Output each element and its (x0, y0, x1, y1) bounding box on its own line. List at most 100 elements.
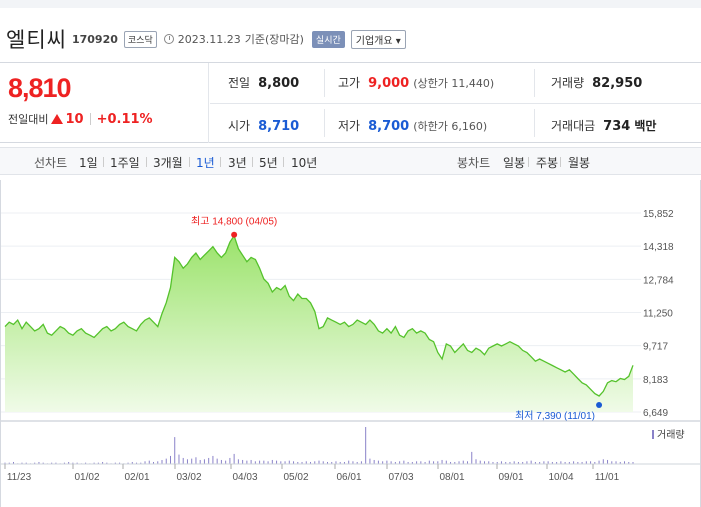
divider (560, 157, 561, 167)
price-summary: 8,810 전일대비 10 +0.11% 전일 8,800 고가 9,000 (… (0, 62, 701, 143)
candle-monthly[interactable]: 월봉 (568, 156, 591, 170)
y-tick-label: 12,784 (643, 275, 674, 286)
realtime-button[interactable]: 실시간 (311, 30, 345, 48)
quote-date: 2023.11.23 (177, 32, 241, 46)
prev-close: 전일 8,800 (228, 74, 299, 91)
divider (189, 157, 190, 167)
x-tick-label: 05/02 (283, 472, 308, 483)
top-strip (0, 0, 701, 8)
period-3m[interactable]: 3개월 (153, 156, 183, 170)
price-chart-svg: 15,85214,31812,78411,2509,7178,1836,649 … (1, 209, 700, 483)
open-label: 시가 (228, 119, 251, 133)
line-chart-label: 선차트 (34, 156, 68, 170)
divider (146, 157, 147, 167)
y-tick-label: 9,717 (643, 342, 668, 353)
divider (534, 69, 535, 97)
high-point-marker (231, 231, 238, 238)
x-tick-label: 11/01 (595, 472, 620, 483)
current-price-panel: 8,810 전일대비 10 +0.11% (0, 63, 209, 143)
volume-legend-label: 거래량 (657, 429, 685, 441)
volume-value: 82,950 (592, 76, 643, 91)
stock-code: 170920 (71, 32, 118, 46)
corp-info-dropdown[interactable]: 기업개요 ▾ (350, 29, 406, 49)
extreme-markers: 최고 14,800 (04/05) 최저 7,390 (11/01) (191, 216, 603, 422)
divider (324, 69, 325, 97)
x-tick-label: 11/23 (7, 472, 32, 483)
low-annotation: 최저 7,390 (11/01) (515, 410, 595, 422)
candle-daily[interactable]: 일봉 (503, 156, 526, 170)
trade-amount: 거래대금 734 백만 (551, 117, 656, 134)
period-1d[interactable]: 1일 (79, 156, 98, 170)
change-rate: +0.11% (96, 111, 153, 127)
x-tick-label: 01/02 (74, 472, 99, 483)
high-label: 고가 (338, 76, 361, 90)
x-tick-label: 06/01 (336, 472, 361, 483)
period-1w[interactable]: 1주일 (110, 156, 140, 170)
prev-close-label: 전일 (228, 76, 251, 90)
divider (283, 157, 284, 167)
x-tick-label: 07/03 (388, 472, 413, 483)
y-tick-label: 11,250 (643, 309, 673, 320)
volume: 거래량 82,950 (551, 74, 642, 91)
open-value: 8,710 (258, 119, 300, 134)
x-axis-labels: 11/23 01/02 02/01 03/02 04/03 05/02 06/01 07/03… (4, 464, 620, 483)
quote-basis: 기준(장마감) (244, 33, 304, 46)
candle-weekly[interactable]: 주봉 (536, 156, 559, 170)
price-line (4, 234, 634, 397)
period-1y[interactable]: 1년 (196, 156, 215, 170)
x-tick-label: 08/01 (439, 472, 464, 483)
x-tick-label: 03/02 (176, 472, 201, 483)
divider (528, 157, 529, 167)
low-value: 8,700 (368, 119, 410, 134)
prev-close-value: 8,800 (258, 76, 300, 91)
volume-label: 거래량 (551, 76, 585, 90)
x-tick-label: 02/01 (124, 472, 149, 483)
divider (252, 157, 253, 167)
price-area (5, 235, 633, 412)
amount-label: 거래대금 (551, 119, 596, 133)
stock-header: 엘티씨 170920 코스닥 2023.11.23 기준(장마감) 실시간 기업… (0, 24, 406, 54)
divider (324, 109, 325, 137)
y-tick-label: 15,852 (643, 209, 674, 220)
change-label: 전일대비 (8, 113, 49, 126)
divider (534, 109, 535, 137)
x-tick-label: 10/04 (548, 472, 573, 483)
x-tick-label: 09/01 (498, 472, 523, 483)
y-axis-labels: 15,852 14,318 12,784 11,250 9,717 8,183 6,649 (643, 209, 674, 419)
y-tick-label: 8,183 (643, 375, 668, 386)
lower-limit: (하한가 6,160) (413, 120, 488, 133)
period-10y[interactable]: 10년 (291, 156, 318, 170)
x-tick-label: 04/03 (232, 472, 257, 483)
volume-bars (4, 427, 634, 464)
amount-unit: 백만 (634, 119, 657, 133)
open-price: 시가 8,710 (228, 117, 299, 134)
price-chart[interactable]: 15,852 14,318 12,784 11,250 9,717 8,183 6,649 … (0, 180, 701, 507)
low-point-marker (596, 401, 603, 408)
up-arrow-icon (51, 114, 64, 124)
low-label: 저가 (338, 119, 361, 133)
low-price: 저가 8,700 (하한가 6,160) (338, 117, 487, 134)
candle-chart-label: 봉차트 (457, 156, 491, 170)
divider (89, 113, 91, 125)
date-info: 2023.11.23 기준(장마감) (163, 31, 304, 47)
volume-legend: 거래량 (652, 429, 685, 441)
y-tick-label: 14,318 (643, 242, 674, 253)
change-value: 10 (65, 111, 84, 127)
market-badge: 코스닥 (123, 30, 157, 48)
upper-limit: (상한가 11,440) (413, 77, 495, 90)
divider (103, 157, 104, 167)
period-5y[interactable]: 5년 (259, 156, 278, 170)
current-price: 8,810 (8, 73, 72, 103)
period-bar: 선차트 1일 1주일 3개월 1년 3년 5년 10년 봉차트 일봉 주봉 월봉 (0, 147, 701, 175)
period-3y[interactable]: 3년 (228, 156, 247, 170)
stock-name: 엘티씨 (6, 28, 67, 52)
high-annotation: 최고 14,800 (04/05) (191, 216, 277, 228)
amount-value: 734 (603, 119, 631, 134)
volume-legend-swatch (652, 430, 654, 439)
high-value: 9,000 (368, 76, 410, 91)
y-tick-label: 6,649 (643, 408, 668, 419)
clock-icon (163, 34, 174, 44)
divider (210, 103, 701, 104)
divider (220, 157, 221, 167)
change-row: 전일대비 10 +0.11% (8, 111, 153, 127)
